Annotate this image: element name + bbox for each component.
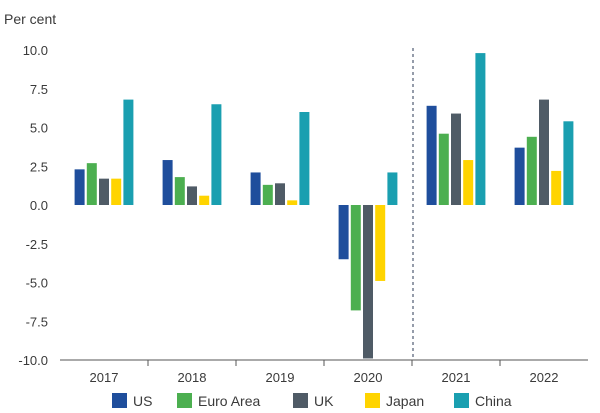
y-tick-label: 7.5 [30, 82, 48, 97]
x-tick-label: 2019 [266, 370, 295, 385]
unit-label: Per cent [4, 11, 56, 27]
bar [287, 200, 298, 205]
y-tick-label: 5.0 [30, 121, 48, 136]
bars [74, 53, 574, 359]
legend-label: Japan [386, 393, 424, 409]
bar [514, 147, 525, 205]
legend-label: China [475, 393, 512, 409]
legend-swatch [112, 393, 127, 408]
bar [111, 178, 122, 205]
y-tick-label: 2.5 [30, 159, 48, 174]
bar [99, 178, 109, 205]
y-tick-label: 10.0 [23, 43, 48, 58]
bar [451, 113, 461, 205]
legend-swatch [177, 393, 192, 408]
bar [426, 105, 437, 205]
legend-swatch [293, 393, 308, 408]
bar [375, 205, 386, 281]
bar [387, 172, 398, 205]
legend-swatch [365, 393, 380, 408]
bar [250, 172, 261, 205]
x-tick-label: 2022 [530, 370, 559, 385]
y-tick-label: -5.0 [26, 276, 48, 291]
bar [463, 160, 474, 205]
bar [438, 133, 449, 205]
bar [262, 184, 273, 205]
bar [299, 112, 310, 205]
legend-label: US [133, 393, 152, 409]
bar [174, 177, 185, 205]
x-tick-label: 2020 [354, 370, 383, 385]
y-tick-label: -2.5 [26, 237, 48, 252]
bar [123, 99, 134, 205]
y-tick-label: -10.0 [18, 353, 48, 368]
legend-label: Euro Area [198, 393, 260, 409]
bar [338, 205, 349, 260]
x-tick-label: 2017 [90, 370, 119, 385]
bar [475, 53, 486, 205]
bar [187, 186, 197, 205]
legend-swatch [454, 393, 469, 408]
bar [162, 160, 173, 205]
bar [211, 104, 222, 205]
y-tick-label: -7.5 [26, 314, 48, 329]
legend: US Euro Area UK Japan China [112, 393, 512, 409]
bar [363, 205, 373, 359]
legend-label: UK [314, 393, 334, 409]
bar [74, 169, 85, 205]
bar [350, 205, 361, 311]
bar [199, 195, 210, 205]
x-tick-label: 2021 [442, 370, 471, 385]
y-axis-ticks: 10.0 7.5 5.0 2.5 0.0 -2.5 -5.0 -7.5 -10.0 [18, 43, 48, 368]
bar [539, 99, 549, 205]
bar [551, 170, 562, 205]
bar [526, 136, 537, 205]
bar [563, 121, 574, 205]
x-tick-label: 2018 [178, 370, 207, 385]
x-axis: 2017 2018 2019 2020 2021 2022 [60, 48, 588, 385]
bar [275, 183, 285, 205]
y-tick-label: 0.0 [30, 198, 48, 213]
bar [86, 163, 97, 205]
